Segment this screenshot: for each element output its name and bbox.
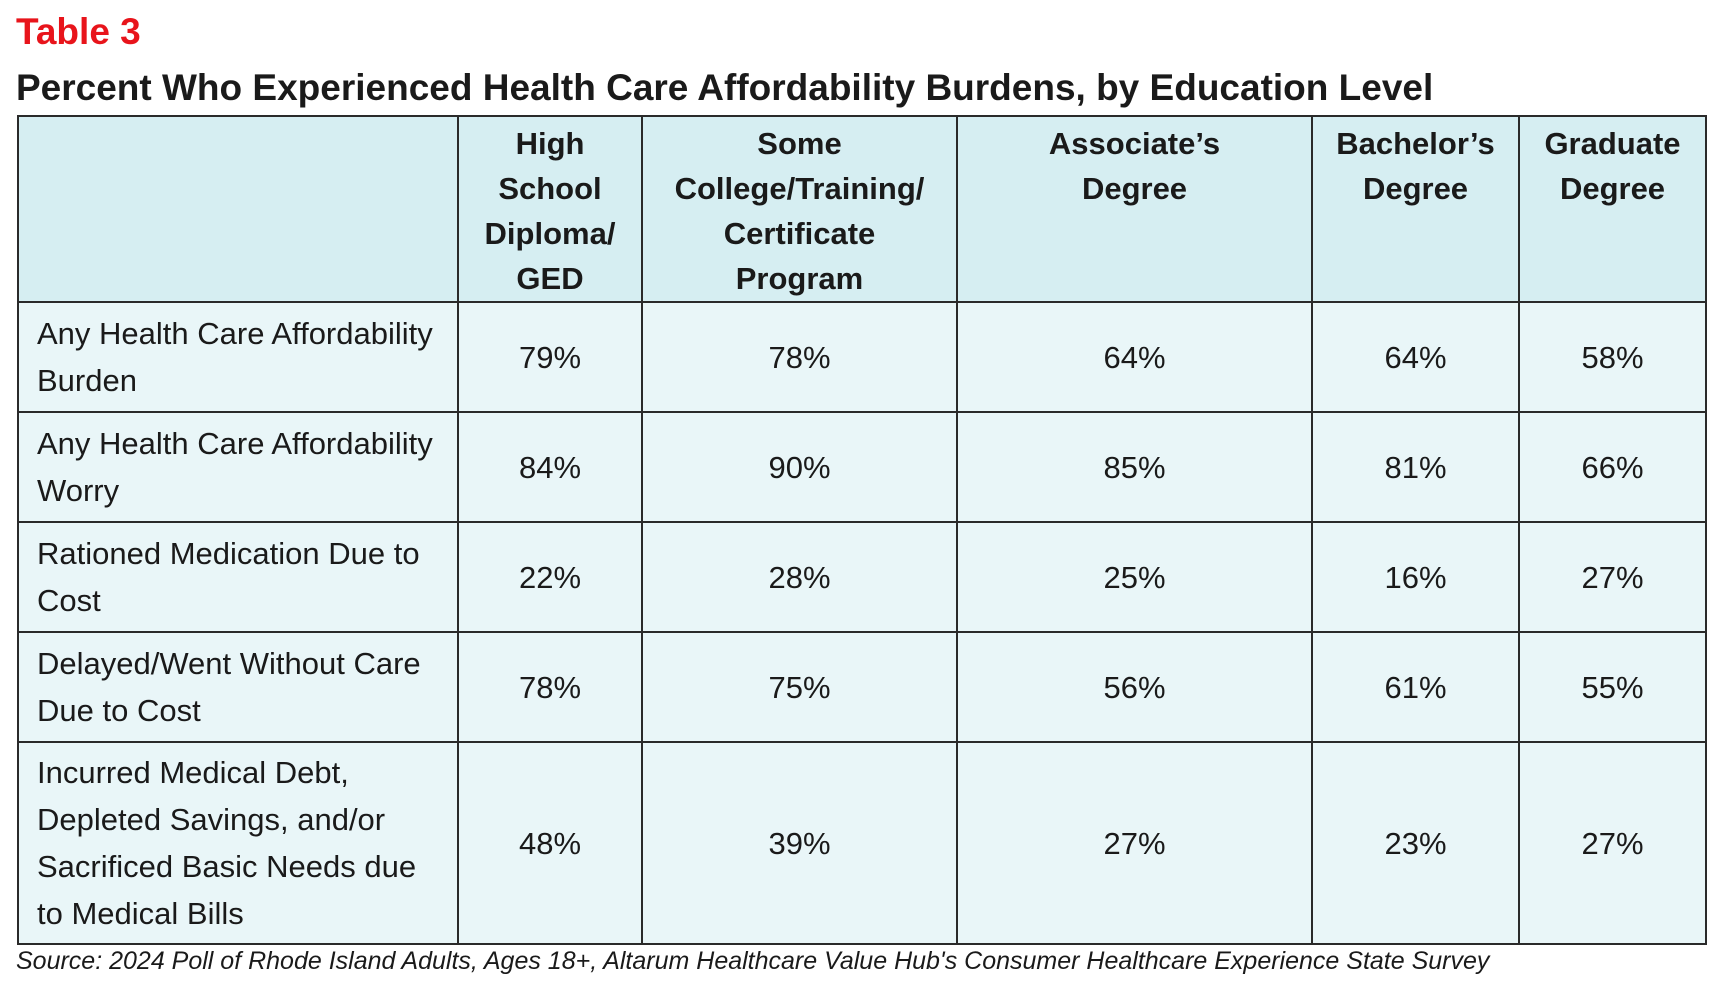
header-some-college: Some College/Training/Certificate Program — [641, 115, 958, 303]
header-bachelors: Bachelor’s Degree — [1311, 115, 1520, 303]
header-high-school: High School Diploma/GED — [457, 115, 643, 303]
table-cell: 75% — [641, 631, 958, 743]
table-cell: 64% — [1311, 301, 1520, 413]
table-cell: 27% — [956, 741, 1313, 945]
table-cell: 61% — [1311, 631, 1520, 743]
table-cell: 79% — [457, 301, 643, 413]
table-cell: 66% — [1518, 411, 1707, 523]
table-cell: 25% — [956, 521, 1313, 633]
table-cell: 23% — [1311, 741, 1520, 945]
table-cell: 55% — [1518, 631, 1707, 743]
table-title: Percent Who Experienced Health Care Affo… — [16, 67, 1434, 108]
row-label: Incurred Medical Debt, Depleted Savings,… — [17, 741, 459, 945]
table-cell: 22% — [457, 521, 643, 633]
table-cell: 58% — [1518, 301, 1707, 413]
table-cell: 78% — [457, 631, 643, 743]
source-note: Source: 2024 Poll of Rhode Island Adults… — [16, 947, 1490, 975]
table-row: Any Health Care Affordability Burden 79%… — [17, 301, 1707, 413]
table-cell: 39% — [641, 741, 958, 945]
table-row: Delayed/Went Without Care Due to Cost 78… — [17, 631, 1707, 743]
header-graduate: Graduate Degree — [1518, 115, 1707, 303]
table-cell: 78% — [641, 301, 958, 413]
table-cell: 56% — [956, 631, 1313, 743]
row-label: Rationed Medication Due to Cost — [17, 521, 459, 633]
table-cell: 48% — [457, 741, 643, 945]
table-cell: 85% — [956, 411, 1313, 523]
table-cell: 64% — [956, 301, 1313, 413]
data-table: High School Diploma/GED Some College/Traini… — [17, 115, 1707, 945]
row-label: Any Health Care Affordability Worry — [17, 411, 459, 523]
table-label: Table 3 — [16, 11, 141, 52]
table-row: Incurred Medical Debt, Depleted Savings,… — [17, 741, 1707, 945]
header-associates: Associate’s Degree — [956, 115, 1313, 303]
row-label: Delayed/Went Without Care Due to Cost — [17, 631, 459, 743]
table-cell: 28% — [641, 521, 958, 633]
table-row: Rationed Medication Due to Cost 22% 28% … — [17, 521, 1707, 633]
table-cell: 16% — [1311, 521, 1520, 633]
header-cell-empty — [17, 115, 459, 303]
row-label: Any Health Care Affordability Burden — [17, 301, 459, 413]
table-cell: 27% — [1518, 741, 1707, 945]
table-cell: 84% — [457, 411, 643, 523]
header-row: High School Diploma/GED Some College/Traini… — [17, 115, 1707, 303]
table-cell: 81% — [1311, 411, 1520, 523]
table-cell: 27% — [1518, 521, 1707, 633]
table-cell: 90% — [641, 411, 958, 523]
table-row: Any Health Care Affordability Worry 84% … — [17, 411, 1707, 523]
